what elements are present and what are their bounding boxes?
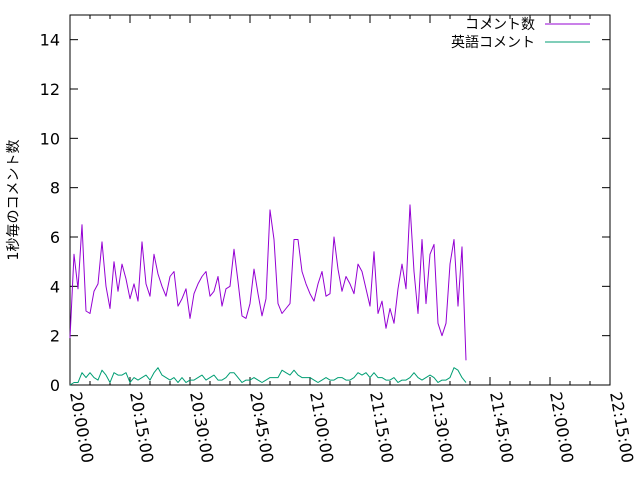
y-tick-label: 12 bbox=[40, 80, 60, 99]
y-tick-label: 2 bbox=[50, 327, 60, 346]
legend-label-english: 英語コメント bbox=[451, 34, 535, 51]
y-tick-label: 14 bbox=[40, 31, 60, 50]
y-axis-label: 1秒毎のコメント数 bbox=[6, 140, 22, 261]
y-tick-label: 10 bbox=[40, 129, 60, 148]
legend: コメント数 英語コメント bbox=[451, 17, 590, 51]
y-axis-label-group: 1秒毎のコメント数 bbox=[6, 140, 22, 261]
series-line-english bbox=[69, 367, 467, 386]
plot-border bbox=[69, 14, 611, 386]
y-tick-label: 4 bbox=[50, 277, 60, 296]
y-tick-label: 0 bbox=[50, 376, 60, 395]
legend-label-comments: コメント数 bbox=[465, 17, 535, 33]
series-line-comments bbox=[69, 204, 467, 361]
y-tick-label: 8 bbox=[50, 179, 60, 198]
y-tick-label: 6 bbox=[50, 228, 60, 247]
